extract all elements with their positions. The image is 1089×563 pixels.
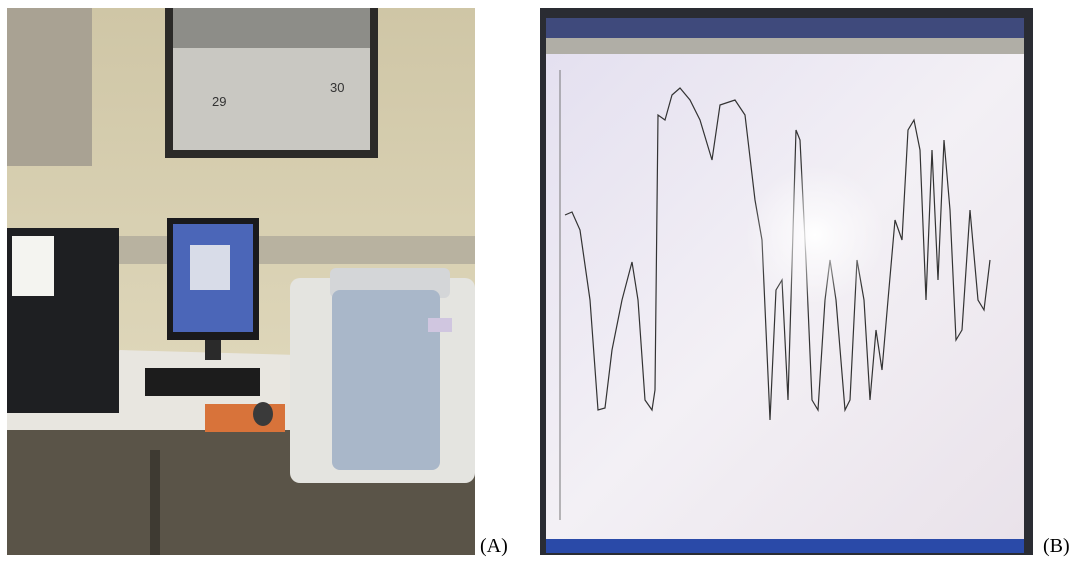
photo-text: 29	[212, 94, 226, 109]
photo-shape	[428, 318, 452, 332]
photo-shape	[145, 368, 260, 396]
photo-text: 30	[330, 80, 344, 95]
photo-shape	[12, 236, 54, 296]
photo-shape	[546, 539, 1024, 553]
photo-shape	[205, 404, 285, 432]
photo-shape	[190, 245, 230, 290]
photo-shape	[253, 402, 273, 426]
photo-shape	[205, 340, 221, 360]
photo-shape	[745, 165, 885, 305]
photo-shape	[546, 18, 1024, 38]
panel-label: (B)	[1043, 535, 1070, 557]
photo-shape	[332, 290, 440, 470]
photo-shape	[546, 38, 1024, 54]
photo-shape	[173, 8, 370, 48]
photo-shape	[564, 87, 991, 421]
photo-shape	[7, 8, 92, 166]
photo-shape	[150, 450, 160, 555]
photo-b	[540, 8, 1033, 555]
panel-label: (A)	[480, 535, 508, 557]
photo-a: 29 30	[7, 8, 475, 555]
